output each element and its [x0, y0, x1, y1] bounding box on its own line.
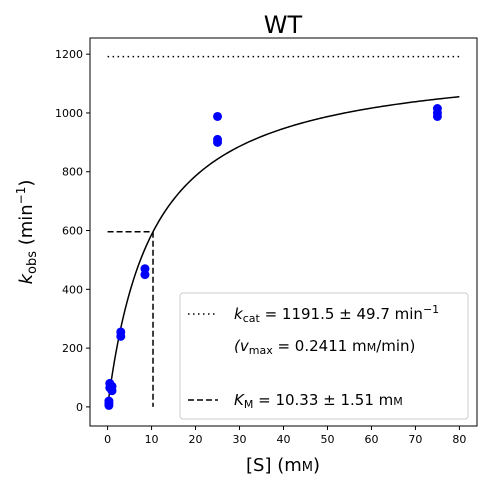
legend-box — [179, 292, 469, 420]
y-axis-title: kobs (min−1) — [14, 180, 40, 285]
data-point — [213, 134, 223, 144]
legend-km-label: KM = 10.33 ± 1.51 mM — [234, 391, 403, 411]
x-axis-title: [S] (mM) — [246, 455, 320, 476]
y-tick-label: 1200 — [55, 48, 83, 61]
x-tick-label: 70 — [408, 433, 422, 446]
plot-area — [104, 55, 460, 410]
y-tick-label: 200 — [62, 342, 83, 355]
data-point — [104, 396, 114, 406]
chart-title: WT — [264, 11, 303, 39]
y-tick-label: 800 — [62, 166, 83, 179]
data-point — [107, 381, 117, 391]
data-point — [116, 327, 126, 337]
x-tick-label: 20 — [189, 433, 203, 446]
plot-frame — [89, 37, 478, 427]
legend: kcat = 1191.5 ± 49.7 min−1 (vmax = 0.241… — [179, 292, 469, 420]
data-point — [140, 264, 150, 274]
y-tick-label: 600 — [62, 225, 83, 238]
x-tick-label: 30 — [233, 433, 247, 446]
legend-vmax-label: (vmax = 0.2411 mM/min) — [234, 337, 415, 357]
y-tick-label: 1000 — [55, 107, 83, 120]
fit-curve — [106, 95, 460, 407]
x-tick-label: 80 — [452, 433, 466, 446]
data-point — [213, 111, 223, 121]
x-tick-label: 50 — [320, 433, 334, 446]
data-point — [432, 104, 442, 114]
x-tick-label: 10 — [145, 433, 159, 446]
legend-kcat-label: kcat = 1191.5 ± 49.7 min−1 — [234, 303, 439, 325]
y-tick-label: 400 — [62, 283, 83, 296]
x-tick-label: 40 — [277, 433, 291, 446]
x-tick-label: 60 — [364, 433, 378, 446]
y-tick-label: 0 — [76, 401, 83, 414]
x-tick-label: 0 — [104, 433, 111, 446]
